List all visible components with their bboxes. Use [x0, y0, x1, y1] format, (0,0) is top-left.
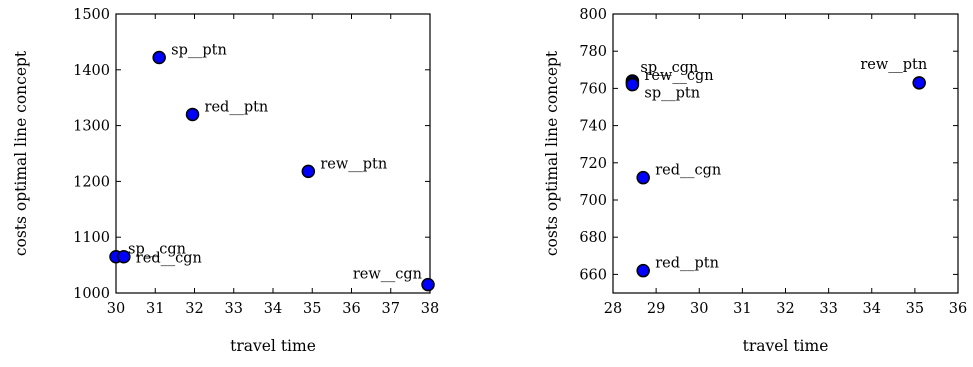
data-point-red--cgn — [117, 249, 131, 264]
y-axis-title: costs optimal line concept — [12, 50, 30, 256]
y-tick-label: 1300 — [73, 119, 110, 135]
data-point-rew--cgn — [421, 277, 435, 292]
y-tick-label: 1400 — [73, 63, 110, 79]
y-tick-label: 720 — [579, 156, 607, 172]
chart-panel-1: 30 31 32 33 34 35 36 37 38 1000 1100 1200 1300 1400 15… — [12, 7, 439, 355]
x-tick-label: 36 — [949, 301, 967, 317]
point-label-rew--cgn: rew__cgn — [644, 68, 713, 84]
point-label-sp--ptn: sp__ptn — [644, 86, 700, 102]
point-label-red--cgn: red__cgn — [136, 251, 202, 267]
x-tick-label: 35 — [906, 301, 924, 317]
x-axis-title: travel time — [230, 337, 316, 355]
y-tick-label: 1500 — [73, 7, 110, 23]
x-tick-label: 37 — [382, 301, 400, 317]
data-point-red--ptn — [185, 107, 200, 122]
x-tick-label: 30 — [690, 301, 708, 317]
point-label-sp--ptn: sp__ptn — [171, 43, 227, 59]
x-tick-label: 33 — [819, 301, 837, 317]
data-point-rew--ptn — [301, 164, 316, 179]
x-tick-label: 32 — [776, 301, 794, 317]
y-tick-label: 1100 — [73, 230, 110, 246]
data-point-sp--ptn — [152, 50, 166, 65]
x-tick-label: 33 — [225, 301, 243, 317]
point-label-sp--cgn: sp__cgn — [640, 60, 698, 76]
y-tick-label: 780 — [579, 44, 607, 60]
point-label-rew--cgn: rew__cgn — [353, 267, 422, 283]
point-label-rew--ptn: rew__ptn — [320, 156, 387, 172]
chart-panel-2: 28 29 30 31 32 33 34 35 36 660 680 700 720 740 760 780 8… — [543, 7, 967, 355]
y-tick-label: 760 — [579, 81, 607, 97]
x-tick-label: 31 — [733, 301, 751, 317]
point-label-sp--cgn: sp__cgn — [128, 242, 186, 258]
point-label-red--cgn: red__cgn — [655, 163, 721, 179]
y-tick-label: 700 — [579, 193, 607, 209]
y-tick-label: 740 — [579, 119, 607, 135]
x-tick-label: 32 — [185, 301, 203, 317]
x-axis-title: travel time — [743, 337, 829, 355]
y-tick-label: 800 — [579, 7, 607, 23]
x-tick-label: 34 — [264, 301, 282, 317]
point-label-red--ptn: red__ptn — [655, 256, 719, 272]
y-axis-title: costs optimal line concept — [543, 50, 561, 256]
data-point-red--cgn — [636, 170, 650, 185]
data-point-sp--ptn — [625, 77, 640, 92]
y-tick-label: 680 — [579, 230, 607, 246]
x-tick-label: 30 — [107, 301, 125, 317]
x-tick-label: 28 — [604, 301, 622, 317]
x-tick-label: 29 — [647, 301, 665, 317]
y-tick-label: 660 — [579, 267, 607, 283]
y-tick-label: 1000 — [73, 286, 110, 302]
data-point-rew--ptn — [912, 76, 926, 90]
x-tick-label: 35 — [303, 301, 321, 317]
point-label-rew--ptn: rew__ptn — [860, 57, 927, 73]
x-tick-label: 31 — [146, 301, 164, 317]
point-label-red--ptn: red__ptn — [205, 99, 269, 115]
y-tick-label: 1200 — [73, 174, 110, 190]
x-tick-label: 38 — [421, 301, 439, 317]
data-point-red--ptn — [636, 263, 650, 278]
x-tick-label: 36 — [342, 301, 360, 317]
x-tick-label: 34 — [863, 301, 881, 317]
